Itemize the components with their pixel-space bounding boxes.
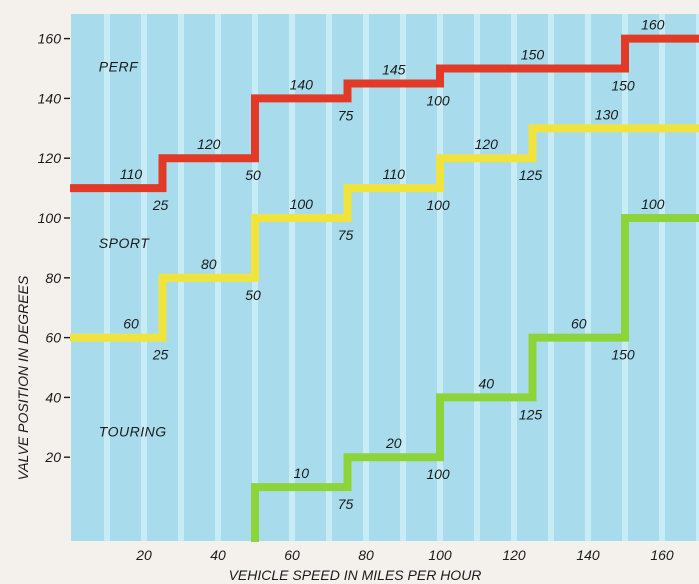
speed-label-touring-3: 150 — [611, 347, 635, 363]
x-tick-label-20: 20 — [135, 547, 152, 563]
speed-label-sport-4: 125 — [519, 167, 543, 183]
x-tick-label-160: 160 — [650, 547, 674, 563]
speed-label-perf-0: 25 — [152, 197, 169, 213]
data-labels: 110 120 140 145 150 160 25 50 75 100 150 60 80 100 110… — [120, 17, 665, 512]
value-label-sport-5: 130 — [595, 106, 619, 122]
grid-stripe-12 — [548, 14, 554, 542]
value-label-touring-0: 10 — [293, 465, 309, 481]
value-label-sport-1: 80 — [201, 256, 217, 272]
series-name-sport: SPORT — [99, 235, 150, 251]
x-axis-label: VEHICLE SPEED IN MILES PER HOUR — [229, 567, 482, 583]
value-label-perf-3: 145 — [382, 61, 406, 77]
speed-label-sport-3: 100 — [426, 197, 450, 213]
speed-label-touring-2: 125 — [519, 406, 543, 422]
y-tick-label-140: 140 — [38, 90, 62, 106]
y-tick-label-160: 160 — [38, 31, 62, 47]
y-tick-label-20: 20 — [44, 449, 61, 465]
x-axis-ticks: 20 40 60 80 100 120 140 160 — [135, 547, 674, 563]
grid-stripe-0 — [104, 14, 110, 542]
series-name-perf: PERF — [99, 58, 139, 74]
value-label-sport-2: 100 — [290, 196, 314, 212]
x-tick-label-100: 100 — [428, 547, 452, 563]
grid-stripe-13 — [585, 14, 591, 542]
grid-stripe-9 — [437, 14, 443, 542]
value-label-perf-4: 150 — [521, 47, 545, 63]
speed-label-sport-0: 25 — [152, 347, 169, 363]
series-name-touring: TOURING — [99, 423, 167, 439]
grid-stripe-8 — [400, 14, 406, 542]
series-line-touring — [251, 214, 699, 542]
x-tick-label-140: 140 — [576, 547, 600, 563]
value-label-perf-1: 120 — [197, 136, 221, 152]
y-axis-ticks: 20 40 60 80 100 120 140 160 — [38, 31, 70, 465]
y-tick-label-40: 40 — [45, 389, 61, 405]
series-name-labels: PERF SPORT TOURING — [99, 58, 167, 439]
speed-label-perf-1: 50 — [245, 167, 261, 183]
speed-label-perf-2: 75 — [338, 107, 354, 123]
grid-stripe-10 — [474, 14, 480, 542]
x-tick-label-120: 120 — [502, 547, 526, 563]
x-tick-label-80: 80 — [358, 547, 374, 563]
value-label-sport-3: 110 — [383, 166, 406, 182]
grid-stripe-6 — [326, 14, 332, 542]
value-label-perf-5: 160 — [641, 17, 665, 33]
x-tick-label-40: 40 — [210, 547, 226, 563]
y-tick-label-80: 80 — [45, 270, 61, 286]
speed-label-touring-1: 100 — [426, 466, 450, 482]
value-label-sport-4: 120 — [475, 136, 499, 152]
x-tick-label-60: 60 — [284, 547, 300, 563]
y-tick-label-100: 100 — [38, 210, 62, 226]
value-label-touring-4: 100 — [641, 196, 665, 212]
grid-stripe-15 — [659, 14, 665, 542]
value-label-touring-1: 20 — [385, 435, 402, 451]
value-label-touring-3: 60 — [571, 316, 587, 332]
grid-stripe-5 — [289, 14, 295, 542]
y-tick-label-60: 60 — [45, 330, 61, 346]
grid-stripe-7 — [363, 14, 369, 542]
series-line-sport — [70, 124, 699, 342]
speed-label-sport-1: 50 — [245, 287, 261, 303]
series-lines — [70, 34, 699, 542]
value-label-perf-0: 110 — [120, 166, 143, 182]
series-line-perf — [70, 34, 699, 193]
y-tick-label-120: 120 — [38, 150, 62, 166]
y-axis-label: VALVE POSITION IN DEGREES — [15, 275, 31, 480]
value-label-touring-2: 40 — [478, 375, 494, 391]
speed-label-perf-3: 100 — [426, 92, 450, 108]
grid-stripe-16 — [696, 14, 699, 542]
speed-label-sport-2: 75 — [338, 227, 354, 243]
speed-label-perf-4: 150 — [611, 78, 635, 94]
value-label-sport-0: 60 — [123, 316, 139, 332]
value-label-perf-2: 140 — [290, 76, 314, 92]
grid-stripe-1 — [141, 14, 147, 542]
grid-stripe-11 — [511, 14, 517, 542]
speed-label-touring-0: 75 — [338, 496, 354, 512]
